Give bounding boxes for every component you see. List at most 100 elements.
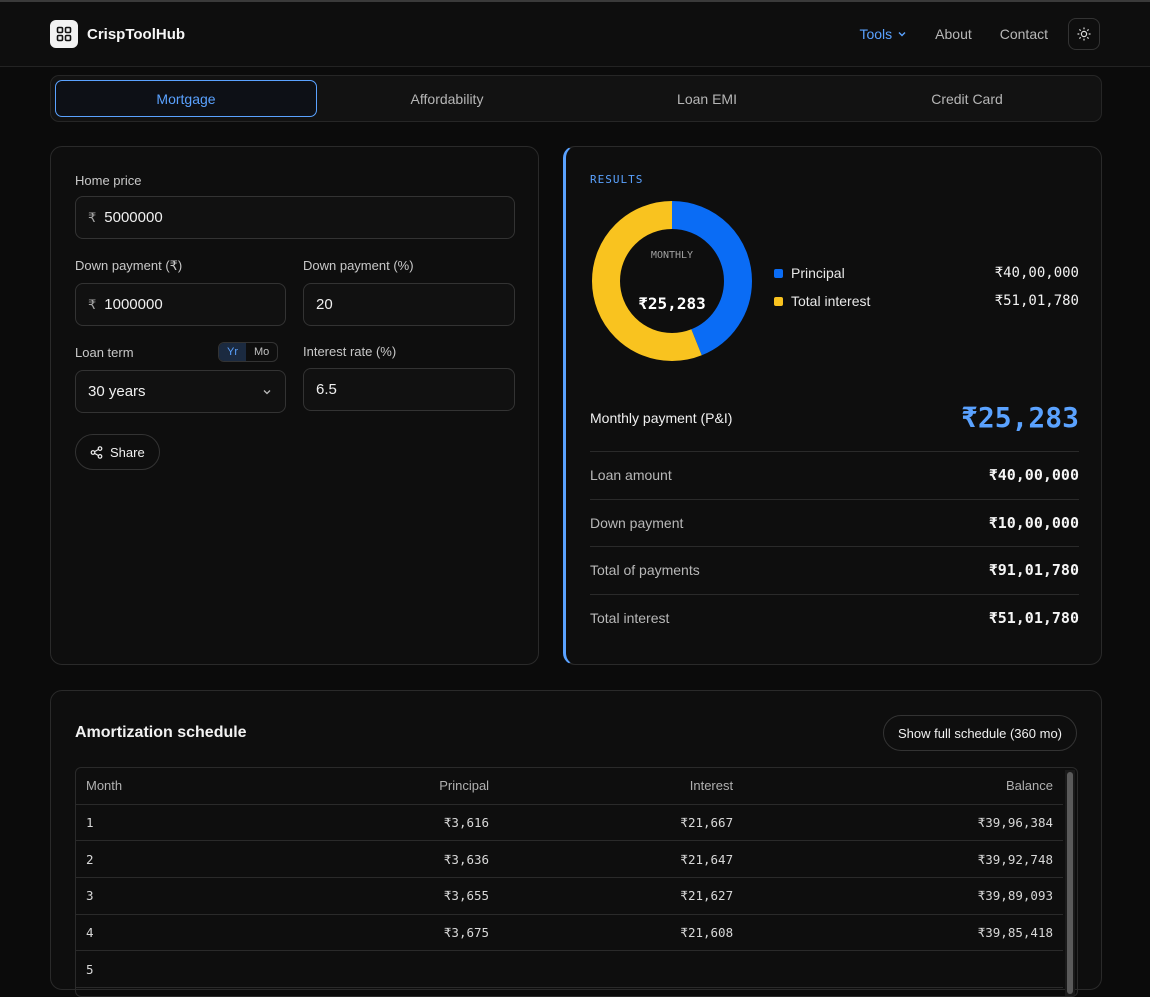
cell-balance: ₹39,96,384 bbox=[743, 804, 1063, 842]
amortization-table-scroll[interactable]: Month Principal Interest Balance 1 ₹3,616… bbox=[75, 767, 1078, 997]
loan-term-select[interactable]: 30 years bbox=[75, 370, 286, 413]
share-icon bbox=[90, 445, 103, 459]
legend-dot-principal bbox=[774, 268, 783, 278]
calculator-tabs: Mortgage Affordability Loan EMI Credit C… bbox=[50, 75, 1102, 122]
results-tag: RESULTS bbox=[590, 173, 644, 186]
nav-about[interactable]: About bbox=[935, 26, 972, 42]
grid-icon bbox=[50, 20, 78, 48]
cell-principal: ₹3,616 bbox=[264, 804, 500, 842]
column-header-interest: Interest bbox=[499, 768, 744, 805]
nav-tools-menu[interactable]: Tools bbox=[859, 26, 907, 42]
sun-icon bbox=[1077, 27, 1091, 41]
stat-label: Loan amount bbox=[590, 467, 672, 484]
cell-interest: ₹21,627 bbox=[499, 877, 744, 915]
share-button[interactable]: Share bbox=[75, 434, 160, 470]
cell-principal: ₹3,636 bbox=[264, 840, 500, 878]
down-payment-percent-value: 20 bbox=[316, 296, 333, 313]
show-full-schedule-button[interactable]: Show full schedule (360 mo) bbox=[882, 715, 1077, 751]
down-payment-amount-input[interactable]: ₹ 1000000 bbox=[75, 283, 286, 326]
home-price-label: Home price bbox=[75, 173, 142, 188]
stat-row: Total of payments ₹91,01,780 bbox=[590, 546, 1079, 594]
amortization-table: Month Principal Interest Balance 1 ₹3,616… bbox=[76, 768, 1063, 988]
amortization-title: Amortization schedule bbox=[75, 724, 247, 741]
currency-symbol: ₹ bbox=[88, 296, 97, 312]
legend-value: ₹51,01,780 bbox=[994, 293, 1079, 309]
loan-term-value: 30 years bbox=[88, 383, 146, 400]
table-row: 5 bbox=[76, 950, 1063, 988]
table-row: 1 ₹3,616 ₹21,667 ₹39,96,384 bbox=[76, 804, 1063, 842]
cell-principal bbox=[264, 950, 500, 988]
cell-interest: ₹21,608 bbox=[499, 914, 744, 952]
nav-tools-label: Tools bbox=[859, 26, 893, 42]
donut-center-label: MONTHLY bbox=[651, 250, 693, 261]
column-header-month: Month bbox=[76, 768, 265, 805]
down-payment-amount-value: 1000000 bbox=[104, 296, 163, 313]
cell-month: 4 bbox=[76, 914, 265, 952]
term-unit-months[interactable]: Mo bbox=[254, 346, 270, 358]
cell-month: 3 bbox=[76, 877, 265, 915]
column-header-principal: Principal bbox=[264, 768, 500, 805]
stat-value: ₹10,00,000 bbox=[988, 513, 1079, 532]
legend-label: Principal bbox=[791, 265, 845, 281]
down-payment-percent-label: Down payment (%) bbox=[303, 258, 414, 273]
tab-credit-card[interactable]: Credit Card bbox=[931, 90, 1003, 107]
interest-rate-input[interactable]: 6.5 bbox=[303, 368, 515, 411]
tab-affordability[interactable]: Affordability bbox=[410, 90, 484, 107]
currency-symbol: ₹ bbox=[88, 209, 97, 225]
theme-toggle-button[interactable] bbox=[1068, 18, 1100, 50]
brand[interactable]: CrispToolHub bbox=[50, 20, 185, 48]
tab-mortgage[interactable]: Mortgage bbox=[55, 80, 317, 117]
donut-segment-interest bbox=[592, 201, 752, 361]
table-row: 4 ₹3,675 ₹21,608 ₹39,85,418 bbox=[76, 914, 1063, 952]
brand-name: CrispToolHub bbox=[87, 25, 186, 43]
legend-value: ₹40,00,000 bbox=[994, 265, 1079, 281]
legend-label: Total interest bbox=[791, 293, 871, 309]
top-nav: CrispToolHub Tools About Contact bbox=[0, 2, 1150, 67]
share-label: Share bbox=[110, 444, 145, 460]
down-payment-amount-label: Down payment (₹) bbox=[75, 258, 183, 273]
stat-row: Down payment ₹10,00,000 bbox=[590, 498, 1079, 547]
table-scrollbar[interactable] bbox=[1065, 770, 1075, 996]
cell-interest bbox=[499, 950, 744, 988]
cell-month: 2 bbox=[76, 840, 265, 878]
cell-balance bbox=[743, 950, 1063, 988]
cell-balance: ₹39,92,748 bbox=[743, 840, 1063, 878]
cell-balance: ₹39,85,418 bbox=[743, 914, 1063, 952]
monthly-payment-row: Monthly payment (P&I) ₹25,283 bbox=[590, 401, 1079, 434]
cell-principal: ₹3,655 bbox=[264, 877, 500, 915]
cell-interest: ₹21,667 bbox=[499, 804, 744, 842]
nav-contact[interactable]: Contact bbox=[999, 26, 1048, 42]
legend-item-interest: Total interest ₹51,01,780 bbox=[774, 287, 1079, 315]
column-header-balance: Balance bbox=[743, 768, 1063, 805]
chevron-down-icon bbox=[263, 389, 271, 394]
table-row: 2 ₹3,636 ₹21,647 ₹39,92,748 bbox=[76, 840, 1063, 878]
monthly-payment-value: ₹25,283 bbox=[960, 401, 1079, 434]
payment-donut-chart: MONTHLY ₹25,283 bbox=[592, 201, 752, 361]
stat-label: Total of payments bbox=[590, 562, 700, 579]
scrollbar-thumb[interactable] bbox=[1067, 772, 1073, 994]
cell-principal: ₹3,675 bbox=[264, 914, 500, 952]
stat-value: ₹51,01,780 bbox=[988, 608, 1079, 627]
cell-interest: ₹21,647 bbox=[499, 840, 744, 878]
cell-month: 1 bbox=[76, 804, 265, 842]
results-panel: RESULTS MONTHLY ₹25,283 Principal ₹40,00… bbox=[563, 146, 1102, 665]
stat-label: Total interest bbox=[590, 609, 670, 626]
interest-rate-value: 6.5 bbox=[316, 381, 337, 398]
home-price-input[interactable]: ₹ 5000000 bbox=[75, 196, 515, 239]
stat-value: ₹91,01,780 bbox=[988, 561, 1079, 580]
chevron-down-icon bbox=[898, 32, 906, 37]
legend-dot-interest bbox=[774, 296, 783, 306]
legend-item-principal: Principal ₹40,00,000 bbox=[774, 259, 1079, 287]
cell-balance: ₹39,89,093 bbox=[743, 877, 1063, 915]
mortgage-form: Home price ₹ 5000000 Down payment (₹) ₹ … bbox=[50, 146, 539, 665]
term-unit-years[interactable]: Yr bbox=[219, 343, 246, 361]
monthly-payment-label: Monthly payment (P&I) bbox=[590, 409, 733, 426]
tab-loan-emi[interactable]: Loan EMI bbox=[677, 90, 737, 107]
loan-term-label: Loan term bbox=[75, 345, 134, 360]
interest-rate-label: Interest rate (%) bbox=[303, 344, 397, 359]
table-header-row: Month Principal Interest Balance bbox=[76, 768, 1063, 805]
donut-legend: Principal ₹40,00,000 Total interest ₹51,… bbox=[774, 259, 1079, 315]
stat-row: Total interest ₹51,01,780 bbox=[590, 593, 1079, 642]
down-payment-percent-input[interactable]: 20 bbox=[303, 283, 515, 326]
stat-row: Loan amount ₹40,00,000 bbox=[590, 451, 1079, 499]
